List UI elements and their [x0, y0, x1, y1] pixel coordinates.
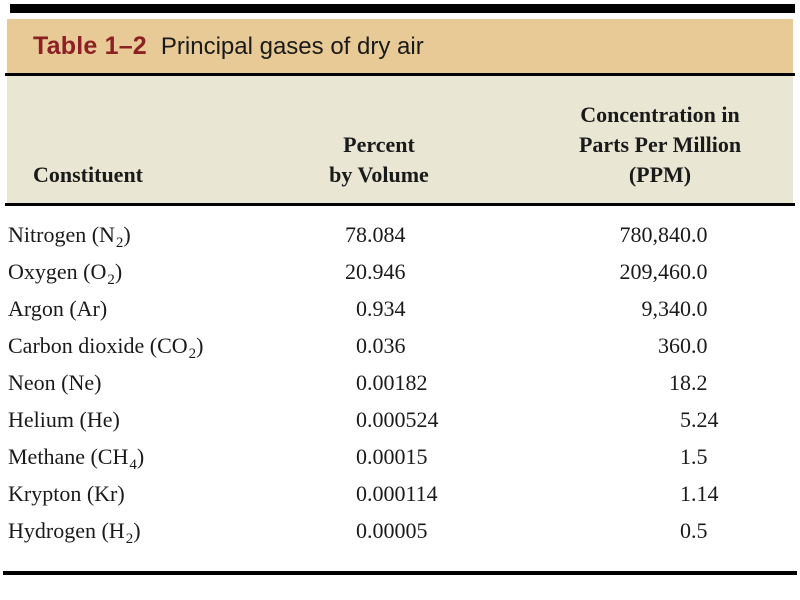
- constituent-cell: Nitrogen (N2): [8, 222, 131, 251]
- integer-part: 1: [680, 481, 691, 506]
- integer-part: 0: [680, 518, 691, 543]
- integer-part: 18: [669, 370, 691, 395]
- constituent-cell: Oxygen (O2): [8, 259, 123, 288]
- table-body: Nitrogen (N2) 78.084 780,840.0 Oxygen (O2) 2…: [7, 206, 793, 549]
- fraction-part: .0: [691, 259, 708, 284]
- integer-part: 0: [356, 407, 367, 432]
- percent-cell: 20.946: [287, 253, 406, 290]
- rule-under-title: [5, 73, 795, 76]
- fraction-part: .000524: [367, 407, 439, 432]
- constituent-cell: Hydrogen (H2): [8, 518, 141, 547]
- bottom-rule: [3, 571, 797, 575]
- integer-part: 20: [345, 259, 367, 284]
- ppm-cell: 18.2: [560, 364, 708, 401]
- fraction-part: .00182: [367, 370, 428, 395]
- percent-cell: 0.00005: [287, 512, 428, 549]
- table-number-label: Table 1–2: [33, 32, 147, 60]
- constituent-cell: Krypton (Kr): [8, 481, 125, 506]
- column-header-line: Percent: [343, 132, 415, 157]
- column-header-line: Concentration in: [580, 102, 740, 127]
- fraction-part: .14: [691, 481, 719, 506]
- ppm-cell: 1.14: [560, 475, 719, 512]
- rule-under-headers: [5, 203, 795, 206]
- column-header-line: by Volume: [329, 162, 429, 187]
- ppm-cell: 5.24: [560, 401, 719, 438]
- integer-part: 0: [356, 444, 367, 469]
- integer-part: 1: [680, 444, 691, 469]
- table-row: Neon (Ne) 0.00182 18.2: [7, 364, 793, 401]
- column-header-line: Parts Per Million: [578, 132, 742, 157]
- ppm-cell: 1.5: [560, 438, 708, 475]
- table-row: Helium (He) 0.000524 5.24: [7, 401, 793, 438]
- ppm-cell: 360.0: [560, 327, 708, 364]
- integer-part: 209,460: [619, 259, 692, 284]
- integer-part: 5: [680, 407, 691, 432]
- formula-subscript: 4: [129, 457, 137, 473]
- percent-cell: 78.084: [287, 216, 406, 253]
- formula-subscript: 2: [107, 272, 115, 288]
- constituent-cell: Argon (Ar): [8, 296, 108, 321]
- integer-part: 0: [356, 481, 367, 506]
- integer-part: 360: [658, 333, 691, 358]
- column-header-line: Constituent: [33, 162, 144, 187]
- table-row: Oxygen (O2) 20.946 209,460.0: [7, 253, 793, 290]
- integer-part: 780,840: [619, 222, 692, 247]
- percent-cell: 0.00015: [287, 438, 428, 475]
- fraction-part: .036: [367, 333, 406, 358]
- fraction-part: .0: [691, 222, 708, 247]
- fraction-part: .00005: [367, 518, 428, 543]
- fraction-part: .934: [367, 296, 406, 321]
- constituent-cell: Carbon dioxide (CO2): [8, 333, 204, 362]
- percent-cell: 0.000114: [287, 475, 438, 512]
- constituent-cell: Methane (CH4): [8, 444, 145, 473]
- fraction-part: .5: [691, 444, 708, 469]
- ppm-cell: 0.5: [560, 512, 708, 549]
- table-title-bar: Table 1–2 Principal gases of dry air: [7, 19, 793, 73]
- fraction-part: .000114: [367, 481, 438, 506]
- table-row: Argon (Ar) 0.934 9,340.0: [7, 290, 793, 327]
- ppm-cell: 9,340.0: [560, 290, 708, 327]
- table-row: Hydrogen (H2) 0.00005 0.5: [7, 512, 793, 549]
- integer-part: 0: [356, 518, 367, 543]
- fraction-part: .0: [691, 296, 708, 321]
- fraction-part: .00015: [367, 444, 428, 469]
- ppm-cell: 209,460.0: [560, 253, 708, 290]
- formula-subscript: 2: [125, 531, 134, 547]
- formula-subscript: 2: [188, 346, 197, 362]
- table-row: Krypton (Kr) 0.000114 1.14: [7, 475, 793, 512]
- integer-part: 0: [356, 370, 367, 395]
- column-header-constituent: Constituent: [33, 160, 143, 190]
- integer-part: 0: [356, 296, 367, 321]
- integer-part: 0: [356, 333, 367, 358]
- integer-part: 9,340: [641, 296, 692, 321]
- fraction-part: .0: [691, 333, 708, 358]
- table-row: Carbon dioxide (CO2) 0.036 360.0: [7, 327, 793, 364]
- table-title: Principal gases of dry air: [160, 33, 424, 60]
- fraction-part: .5: [691, 518, 708, 543]
- fraction-part: .24: [691, 407, 719, 432]
- percent-cell: 0.00182: [287, 364, 428, 401]
- table-row: Methane (CH4) 0.00015 1.5: [7, 438, 793, 475]
- fraction-part: .084: [367, 222, 406, 247]
- integer-part: 78: [345, 222, 367, 247]
- constituent-cell: Neon (Ne): [8, 370, 102, 395]
- column-header-percent-by-volume: Percent by Volume: [279, 130, 479, 190]
- top-rule: [10, 4, 795, 13]
- column-header-band: Constituent Percent by Volume Concentrat…: [7, 76, 793, 203]
- fraction-part: .946: [367, 259, 406, 284]
- table-row: Nitrogen (N2) 78.084 780,840.0: [7, 216, 793, 253]
- fraction-part: .2: [691, 370, 708, 395]
- ppm-cell: 780,840.0: [560, 216, 708, 253]
- percent-cell: 0.000524: [287, 401, 439, 438]
- column-header-line: (PPM): [628, 162, 692, 187]
- formula-subscript: 2: [115, 235, 124, 251]
- percent-cell: 0.036: [287, 327, 406, 364]
- column-header-concentration-ppm: Concentration in Parts Per Million (PPM): [530, 100, 790, 190]
- constituent-cell: Helium (He): [8, 407, 120, 432]
- percent-cell: 0.934: [287, 290, 406, 327]
